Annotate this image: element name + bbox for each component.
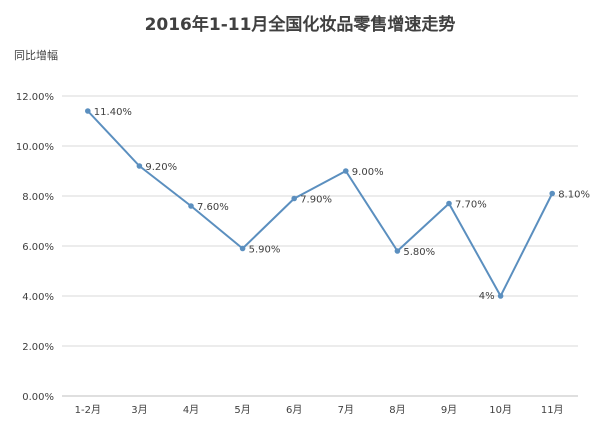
x-tick-label: 4月 <box>183 404 199 416</box>
data-label: 9.20% <box>145 162 177 173</box>
x-tick-label: 3月 <box>131 404 147 416</box>
chart-title: 2016年1-11月全国化妆品零售增速走势 <box>144 15 456 35</box>
y-tick-label: 4.00% <box>22 292 54 303</box>
data-label: 5.80% <box>403 247 435 258</box>
data-point <box>446 200 452 207</box>
data-point <box>136 163 143 169</box>
x-tick-label: 9月 <box>441 404 457 416</box>
data-label: 4% <box>479 291 495 302</box>
x-tick-label: 6月 <box>286 404 302 416</box>
data-label: 9.00% <box>352 167 384 178</box>
y-tick-label: 0.00% <box>22 392 54 403</box>
data-point <box>291 195 298 202</box>
x-tick-label: 8月 <box>389 404 405 416</box>
data-point <box>239 245 246 252</box>
data-label: 5.90% <box>249 245 281 256</box>
x-tick-label: 11月 <box>541 404 564 416</box>
x-tick-label: 5月 <box>234 404 250 416</box>
series-line <box>87 110 554 297</box>
y-tick-label: 8.00% <box>22 192 54 203</box>
data-point <box>394 248 401 254</box>
data-label: 7.60% <box>197 202 229 213</box>
y-axis-title: 同比增幅 <box>14 49 58 62</box>
y-tick-label: 6.00% <box>22 242 54 253</box>
data-label: 7.90% <box>300 195 332 206</box>
y-tick-label: 10.00% <box>16 142 54 153</box>
x-tick-label: 1-2月 <box>75 404 101 416</box>
data-label: 8.10% <box>558 190 590 201</box>
data-point <box>549 190 555 197</box>
data-point <box>497 293 504 299</box>
x-tick-label: 7月 <box>338 404 354 416</box>
y-tick-label: 12.00% <box>16 92 54 103</box>
y-tick-label: 2.00% <box>22 342 54 353</box>
data-point <box>188 203 194 209</box>
data-point <box>343 168 349 174</box>
data-point <box>85 108 91 114</box>
data-label: 11.40% <box>94 107 132 118</box>
x-tick-label: 10月 <box>489 404 512 416</box>
data-label: 7.70% <box>455 200 487 211</box>
